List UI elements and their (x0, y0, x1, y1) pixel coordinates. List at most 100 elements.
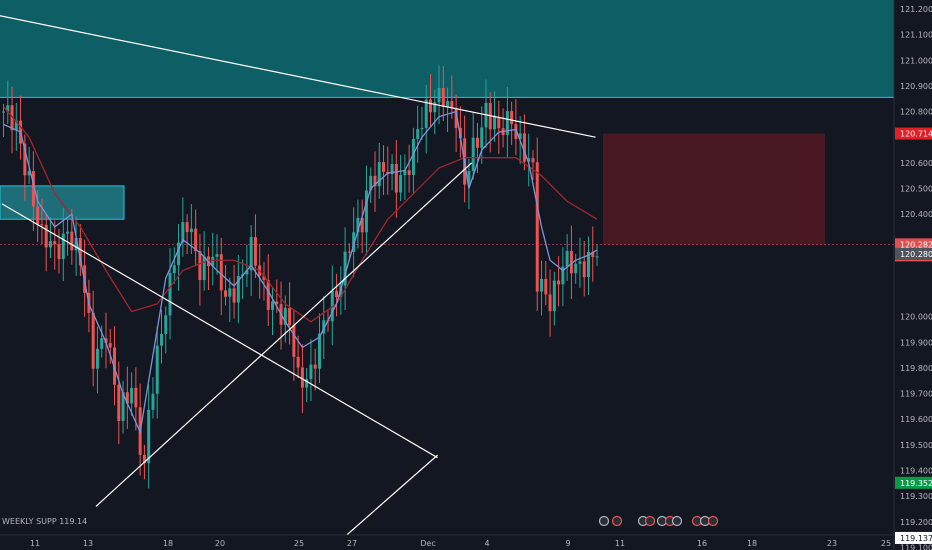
candle-body (125, 392, 129, 404)
candle-body (74, 237, 78, 251)
candle-body (224, 290, 228, 297)
candle-body (561, 266, 565, 285)
candle-body (61, 233, 65, 260)
candle-body (309, 364, 313, 380)
candle-body (514, 124, 518, 140)
candle-body (441, 88, 445, 107)
time-tick: 20 (215, 539, 225, 548)
last-price-tag-bg (895, 238, 932, 251)
price-tick: 119.500 (900, 441, 932, 450)
candle-body (168, 273, 172, 316)
price-tick: 119.100 (900, 543, 932, 550)
candle-body (403, 170, 407, 176)
time-tick: 4 (484, 539, 489, 548)
time-tick: 9 (565, 539, 570, 548)
candle-body (433, 102, 437, 113)
time-axis-ticks: 11 13 18 20 25 27 Dec 4 9 11 16 18 23 25 (30, 539, 891, 548)
candle-body (121, 392, 125, 421)
candle-body (292, 325, 296, 357)
risk-zone (603, 133, 825, 245)
price-tick: 120.600 (900, 159, 932, 168)
target-price-tag: 119.352 (900, 479, 932, 488)
price-tick: 119.900 (900, 338, 932, 347)
candle-body (373, 175, 377, 187)
event-marker[interactable] (707, 515, 719, 527)
candle-body (271, 301, 275, 310)
candle-body (437, 88, 441, 103)
candle-body (578, 261, 582, 264)
resistance-zone (0, 0, 894, 98)
candle-body (130, 387, 134, 404)
candle-body (574, 263, 578, 274)
candle-body (232, 288, 236, 303)
time-tick: 16 (697, 539, 707, 548)
candle-body (117, 384, 121, 421)
price-tick: 119.400 (900, 467, 932, 476)
trendline (95, 162, 473, 507)
time-axis[interactable] (0, 535, 932, 550)
candle-body (569, 250, 573, 274)
target-price-tag-bg (895, 476, 932, 489)
slow-moving-average (3, 105, 598, 323)
time-tick: 25 (881, 539, 891, 548)
candle-body (78, 237, 82, 266)
candle-body (330, 290, 334, 322)
entry-price-tag: 120.280 (900, 250, 932, 259)
candle-body (134, 387, 138, 408)
time-tick: Dec (420, 539, 435, 548)
event-marker[interactable] (644, 515, 656, 527)
candle-body (228, 288, 232, 297)
candle-body (313, 364, 317, 369)
candle-body (155, 345, 159, 394)
candle-body (471, 137, 475, 172)
candle-body (164, 315, 168, 335)
candle-body (266, 279, 270, 310)
candle-body (591, 252, 595, 258)
candle-body (450, 101, 454, 109)
candle-body (364, 190, 368, 233)
price-labels: 120.714120.28201:46:25120.280119.352119.… (895, 127, 932, 544)
candle-body (288, 307, 292, 326)
event-marker[interactable] (611, 515, 623, 527)
candle-body (211, 256, 215, 267)
price-tick: 121.100 (900, 31, 932, 40)
candle-body (335, 290, 339, 298)
candle-body (91, 312, 95, 369)
candle-body (305, 379, 309, 388)
time-tick: 18 (747, 539, 757, 548)
candle-body (347, 251, 351, 253)
candle-body (262, 275, 266, 280)
candle-body (275, 301, 279, 305)
candle-body (531, 158, 535, 163)
price-tick: 119.200 (900, 518, 932, 527)
stop-price-tag-bg (895, 127, 932, 140)
last-price-tag: 120.282 (900, 240, 932, 249)
candle-body (394, 163, 398, 193)
price-tick: 120.400 (900, 210, 932, 219)
candle-body (10, 105, 14, 131)
candle-body (416, 129, 420, 139)
time-tick: 11 (615, 539, 625, 548)
candle-body (557, 280, 561, 285)
price-axis[interactable] (894, 0, 932, 550)
price-tick: 121.200 (900, 5, 932, 14)
events-layer[interactable] (598, 515, 719, 527)
candle-body (377, 162, 381, 187)
candle-body (70, 231, 74, 251)
candle-body (159, 334, 163, 346)
candle-body (14, 120, 18, 131)
price-axis-ticks: 121.200 121.100 121.000 120.900 120.800 120.6… (900, 5, 932, 550)
candle-body (382, 162, 386, 172)
candle-body (236, 276, 240, 303)
candle-body (429, 99, 432, 113)
candle-body (582, 261, 586, 278)
candle-body (245, 270, 249, 275)
candle-body (202, 256, 206, 281)
candle-body (198, 251, 202, 281)
candle-body (458, 127, 462, 139)
candle-body (194, 228, 198, 252)
moving-averages-layer (3, 105, 598, 435)
event-marker[interactable] (671, 515, 683, 527)
event-marker[interactable] (598, 515, 610, 527)
